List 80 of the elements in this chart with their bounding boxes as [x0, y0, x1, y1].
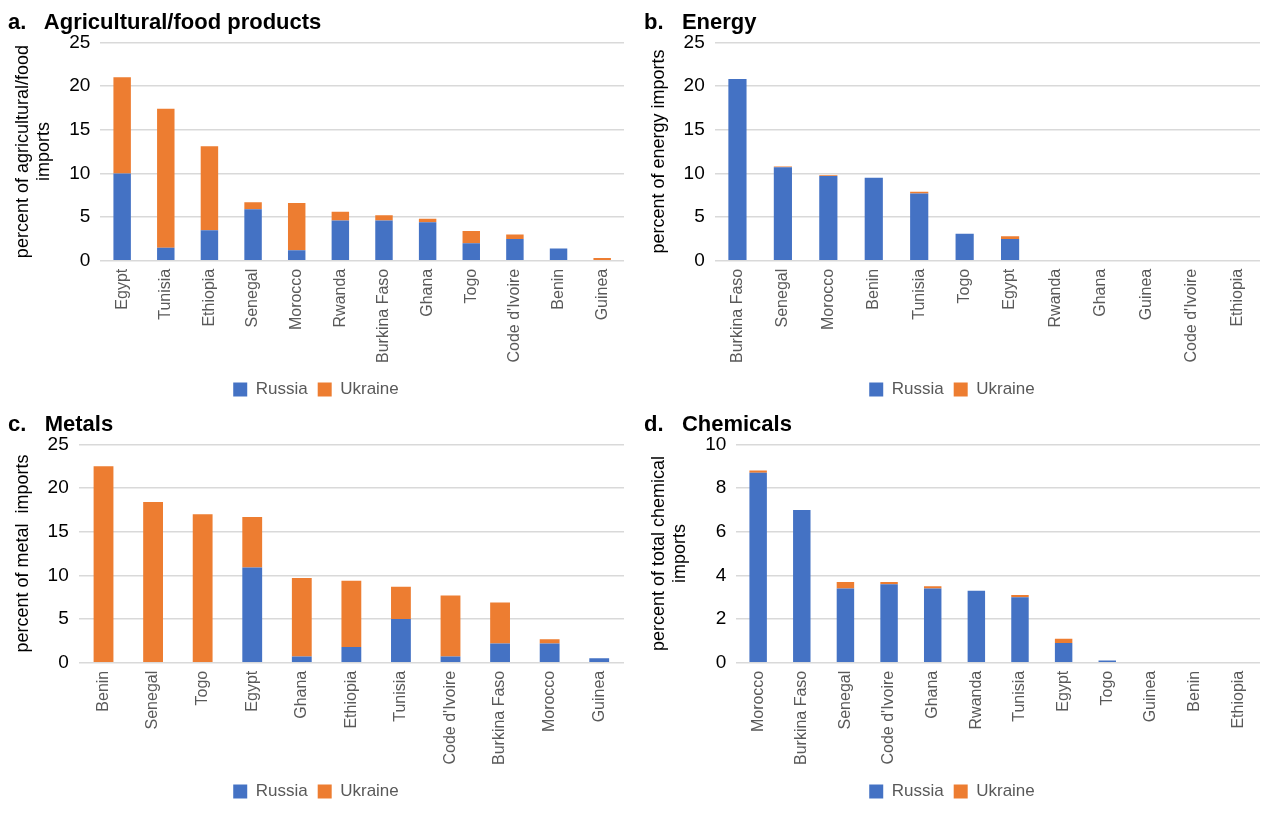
x-tick-label: Guinea — [589, 670, 607, 723]
y-tick-label: 6 — [715, 519, 727, 541]
x-tick-label: Ethiopia — [1227, 268, 1245, 327]
x-tick-label: Guinea — [592, 268, 610, 321]
y-tick-label: 15 — [69, 117, 91, 139]
x-tick-label: Ghana — [418, 268, 436, 317]
x-tick-label: Burkina Faso — [792, 670, 810, 765]
y-tick-label: 20 — [69, 74, 91, 96]
x-tick-label: Tunisia — [391, 670, 409, 722]
y-tick-label: 0 — [715, 650, 727, 672]
legend-label: Russia — [255, 781, 309, 801]
x-tick-label: Senegal — [143, 670, 161, 730]
x-tick-label: Guinea — [1141, 670, 1159, 723]
x-tick-label: Guinea — [1136, 268, 1154, 321]
y-tick-label: 10 — [69, 161, 91, 183]
x-tick-label: Code d'Ivoire — [879, 670, 897, 765]
legend-label: Russia — [891, 379, 945, 399]
x-tick-label: Ghana — [923, 670, 941, 719]
y-axis-title: percent of metal imports — [11, 454, 32, 653]
x-tick-label: Rwanda — [1045, 268, 1063, 328]
y-axis-title: percent of agricultural/food imports — [11, 45, 54, 259]
legend-label: Russia — [891, 781, 945, 801]
x-tick-label: Benin — [93, 670, 111, 712]
x-tick-label: Togo — [193, 670, 211, 706]
y-tick-label: 4 — [715, 563, 727, 585]
x-tick-label: Tunisia — [1010, 670, 1028, 722]
x-tick-label: Senegal — [773, 268, 791, 328]
x-tick-label: Benin — [548, 268, 566, 310]
y-tick-label: 5 — [79, 205, 91, 227]
y-tick-label: 0 — [79, 248, 91, 270]
x-tick-label: Code d'Ivoire — [1182, 268, 1200, 363]
x-tick-label: Morocco — [540, 670, 558, 733]
x-tick-label: Egypt — [242, 670, 260, 712]
legend-label: Ukraine — [340, 781, 399, 801]
y-tick-label: 5 — [58, 607, 69, 629]
y-tick-label: 8 — [715, 476, 727, 498]
y-tick-label: 0 — [694, 248, 705, 270]
y-tick-label: 15 — [683, 117, 705, 139]
chart-title: a. Agricultural/food products — [8, 9, 322, 35]
x-tick-label: Benin — [1184, 670, 1202, 712]
y-tick-label: 20 — [683, 74, 705, 96]
x-tick-label: Senegal — [243, 268, 261, 328]
y-tick-label: 10 — [47, 563, 69, 585]
x-tick-label: Ethiopia — [199, 268, 217, 327]
x-tick-label: Tunisia — [909, 268, 927, 320]
x-tick-label: Code d'Ivoire — [505, 268, 523, 363]
legend-label: Ukraine — [340, 379, 399, 399]
x-tick-label: Senegal — [835, 670, 853, 730]
x-tick-label: Morocco — [748, 670, 766, 733]
x-tick-label: Morocco — [818, 268, 836, 331]
x-tick-label: Ethiopia — [341, 670, 359, 729]
x-tick-label: Code d'Ivoire — [440, 670, 458, 765]
x-tick-label: Morocco — [287, 268, 305, 331]
y-axis-title: percent of energy imports — [647, 49, 668, 254]
y-axis-title: percent of total chemical imports — [647, 456, 690, 652]
x-tick-label: Togo — [1097, 670, 1115, 706]
x-tick-label: Burkina Faso — [727, 268, 745, 363]
x-tick-label: Benin — [864, 268, 882, 310]
legend-label: Ukraine — [976, 379, 1035, 399]
y-tick-label: 5 — [694, 205, 705, 227]
legend-label: Russia — [255, 379, 309, 399]
legend-label: Ukraine — [976, 781, 1035, 801]
x-tick-label: Egypt — [1054, 670, 1072, 712]
x-tick-label: Ghana — [1091, 268, 1109, 317]
x-tick-label: Burkina Faso — [490, 670, 508, 765]
y-tick-label: 2 — [715, 607, 727, 629]
y-tick-label: 20 — [47, 476, 69, 498]
y-tick-label: 0 — [58, 650, 69, 672]
x-tick-label: Togo — [461, 268, 479, 304]
x-tick-label: Rwanda — [330, 268, 348, 328]
x-tick-label: Rwanda — [966, 670, 984, 730]
x-tick-label: Togo — [955, 268, 973, 304]
x-tick-label: Egypt — [1000, 268, 1018, 310]
y-tick-label: 10 — [683, 161, 705, 183]
x-tick-label: Ghana — [292, 670, 310, 719]
y-tick-label: 15 — [47, 519, 69, 541]
x-tick-label: Tunisia — [156, 268, 174, 320]
x-tick-label: Burkina Faso — [374, 268, 392, 363]
x-tick-label: Ethiopia — [1228, 670, 1246, 729]
x-tick-label: Egypt — [112, 268, 130, 310]
